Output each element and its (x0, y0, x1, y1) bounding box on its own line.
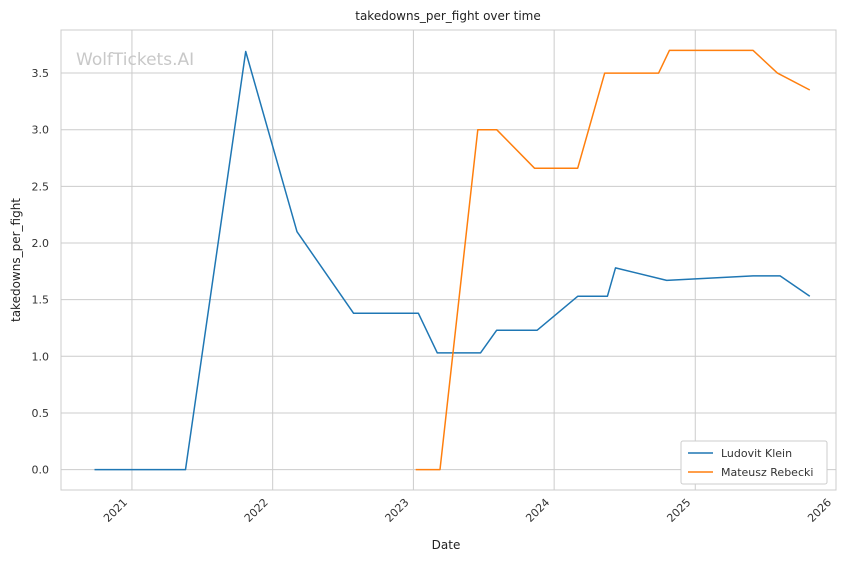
x-tick-label: 2021 (101, 496, 130, 525)
legend-label-mateusz-rebecki: Mateusz Rebecki (721, 466, 813, 479)
y-tick-label: 3.0 (32, 124, 50, 137)
y-tick-label: 1.0 (32, 350, 50, 363)
x-axis-label: Date (432, 538, 461, 552)
y-axis-label: takedowns_per_fight (9, 198, 23, 322)
y-tick-label: 0.0 (32, 464, 50, 477)
watermark: WolfTickets.AI (76, 50, 194, 70)
y-tick-label: 3.5 (32, 67, 50, 80)
chart-title: takedowns_per_fight over time (355, 9, 541, 23)
x-tick-label: 2023 (383, 496, 412, 525)
plot-area (60, 29, 837, 491)
x-tick-label: 2025 (664, 496, 693, 525)
y-tick-label: 2.0 (32, 237, 50, 250)
y-tick-label: 1.5 (32, 294, 50, 307)
y-tick-label: 2.5 (32, 180, 50, 193)
legend: Ludovit Klein Mateusz Rebecki (680, 440, 828, 485)
x-tick-label: 2026 (805, 496, 834, 525)
x-tick-label: 2024 (523, 496, 552, 525)
y-tick-label: 0.5 (32, 407, 50, 420)
grid-lines (61, 30, 837, 490)
series-line-ludovit-klein (94, 50, 811, 471)
legend-label-ludovit-klein: Ludovit Klein (721, 447, 792, 460)
series-lines (94, 49, 811, 471)
series-line-mateusz-rebecki (415, 49, 811, 471)
legend-box (680, 440, 828, 485)
x-tick-label: 2022 (242, 496, 271, 525)
